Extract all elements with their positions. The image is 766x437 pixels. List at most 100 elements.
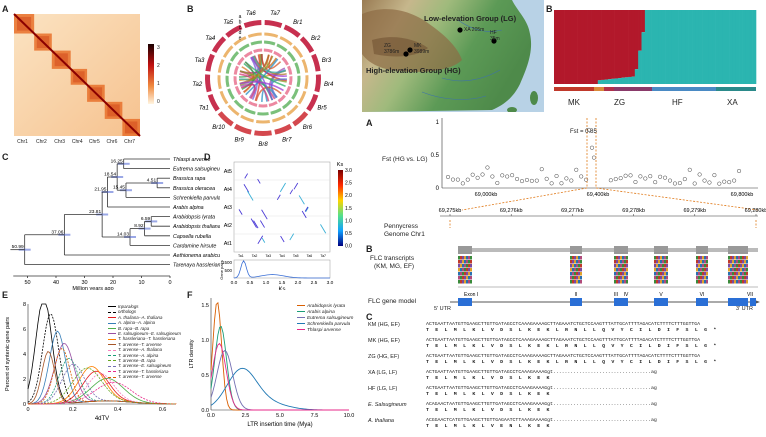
dotplot-segment <box>290 190 293 194</box>
read-base <box>740 256 742 260</box>
structure-bar-red <box>571 10 575 84</box>
read-base <box>664 264 666 268</box>
dotplot-segment <box>290 234 294 240</box>
read-base <box>580 276 582 280</box>
tree-node-age: 4.51 <box>147 178 157 184</box>
circos-track <box>299 91 305 103</box>
structure-bar-red <box>591 10 595 84</box>
read-base <box>658 260 660 264</box>
structure-panel: B MK ZG HF XA <box>546 0 766 112</box>
fst-point <box>505 175 509 179</box>
fourdtv-ytick: 8 <box>23 302 26 308</box>
sequence-nucleotides: ACTGAATTAATGTTGAAGCTTGTTGATAGCCTCAAAGAAA… <box>426 322 700 327</box>
sequence-aminoacids: T E L M L K L V E N L K E K <box>426 424 551 429</box>
dotplot-segment <box>239 209 242 214</box>
structure-bar-red <box>635 10 639 69</box>
read-base <box>658 268 660 272</box>
tree-node-age: 18.54 <box>104 172 116 178</box>
read-base <box>734 268 736 272</box>
legend-label: Arabidopsis lyrata <box>307 304 345 309</box>
structure-group-strip-seg <box>716 87 756 91</box>
read-base <box>616 272 618 276</box>
read-base <box>614 280 616 284</box>
read-base <box>460 268 462 272</box>
read-base <box>470 260 472 264</box>
hic-chr-label: Chr2 <box>36 139 47 145</box>
tree-node-age: 14.03 <box>117 232 129 238</box>
read-base <box>468 256 470 260</box>
read-base <box>660 280 662 284</box>
dotplot-xtick: Ta3 <box>265 254 271 258</box>
structure-group-hf: HF <box>672 98 683 107</box>
structure-bar-red <box>615 10 619 78</box>
circos-track <box>221 91 227 103</box>
read-base <box>742 280 744 284</box>
read-base <box>698 276 700 280</box>
read-base <box>700 268 702 272</box>
read-base <box>706 272 708 276</box>
fourdtv-ytick: 4 <box>23 352 26 358</box>
fst-point <box>644 177 648 181</box>
read-base <box>730 256 732 260</box>
fourdtv-legend-item: T. arvense--A. alpina <box>108 353 158 358</box>
tree-taxon: Aethionema arabicum <box>172 253 220 259</box>
circos-track <box>245 109 255 113</box>
site-xa: XA 205m <box>464 27 484 33</box>
legend-label: T. arvense--T. hassleriana <box>118 369 168 374</box>
read-base <box>468 276 470 280</box>
read-base <box>700 280 702 284</box>
read-base <box>664 280 666 284</box>
read-base <box>620 260 622 264</box>
gene-exon <box>654 298 668 306</box>
fst-xtick: 69,800kb <box>731 192 754 198</box>
read-base <box>468 260 470 264</box>
tree-node-age: 37.06 <box>51 229 63 235</box>
circos-ideogram <box>311 54 320 72</box>
structure-bar-red <box>618 10 622 78</box>
coverage-peak <box>654 246 668 254</box>
fourdtv-ylabel: Percent of syntenic gene pairs <box>5 317 11 391</box>
fourdtv-legend-item: T. arvense--T. arvense <box>108 374 162 379</box>
fst-point <box>609 178 613 182</box>
circos-ideogram <box>254 130 272 136</box>
read-base <box>666 272 668 276</box>
structure-bar-teal <box>753 10 757 84</box>
read-base <box>614 268 616 272</box>
fst-point <box>737 169 741 173</box>
legend-swatch <box>108 333 116 334</box>
read-base <box>620 276 622 280</box>
circos-ideogram <box>244 20 262 28</box>
circos-label: Br9 <box>234 138 244 144</box>
sequence-nucleotides: ACGGAACTCATGTTGAAGCTTGTTGAGAATCTTAAAGAAA… <box>426 418 657 423</box>
structure-group-strip-seg <box>554 87 594 91</box>
sequence-aminoacids: T E L M L K L V D S L K E K L R N L L Q … <box>426 344 718 349</box>
exon-label: VI <box>700 292 705 298</box>
sequence-aminoacids: T E L M L K L V D S L K E K <box>426 376 551 381</box>
legend-label: Schrenkiella parvula <box>307 322 350 327</box>
read-base <box>730 264 732 268</box>
circos-track <box>227 76 228 87</box>
read-base <box>728 256 730 260</box>
fst-point <box>639 175 643 179</box>
structure-bar-teal <box>658 10 662 84</box>
read-base <box>572 256 574 260</box>
fst-panel: A 1 0.5 0 69,000kb 69,400kb 69,800kb 69,275kb 6… <box>362 112 766 242</box>
legend-swatch <box>108 371 116 372</box>
structure-bar-teal <box>665 10 669 84</box>
read-base <box>624 268 626 272</box>
coverage-peak <box>696 246 708 254</box>
dotplot-segment <box>251 219 256 228</box>
read-base <box>744 264 746 268</box>
circos-track <box>241 116 254 121</box>
structure-bar-teal <box>675 10 679 84</box>
ltr-ytick: 1.0 <box>201 338 209 344</box>
tree-taxon: Eutrema salsugineum <box>173 167 220 173</box>
read-base <box>696 256 698 260</box>
read-base <box>572 260 574 264</box>
ks-hist-ytick: 500 <box>224 268 232 273</box>
fst-point <box>491 175 495 179</box>
fst-threshold: Fst = 0.85 <box>570 129 597 135</box>
ks-hist-curve <box>234 261 330 278</box>
read-base <box>654 256 656 260</box>
structure-bar-teal <box>695 10 699 84</box>
